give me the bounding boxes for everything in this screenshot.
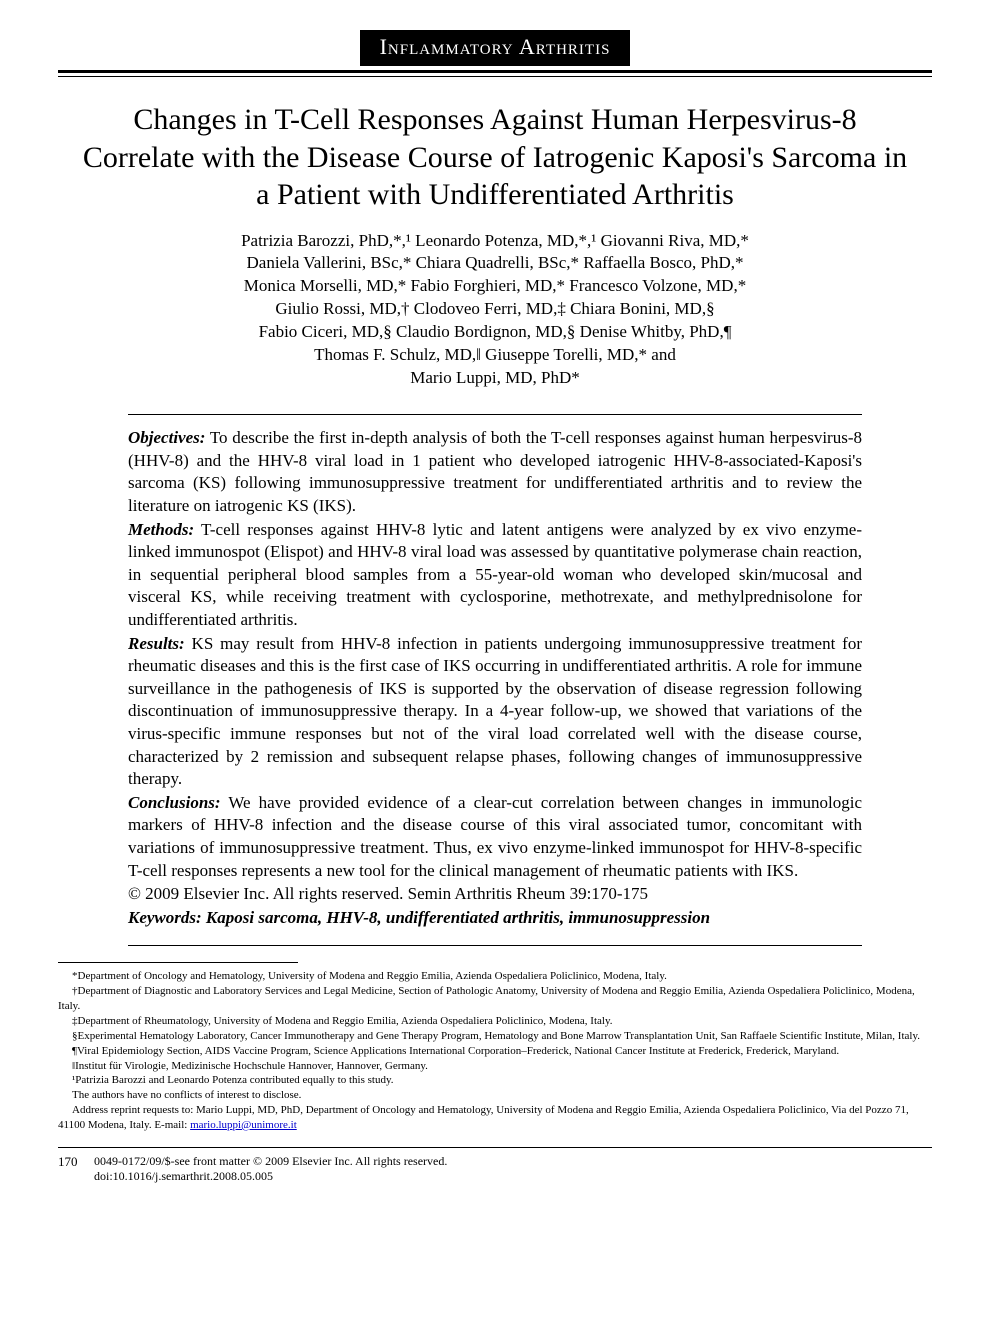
journal-page: Inflammatory Arthritis Changes in T-Cell… [0,0,990,1205]
affiliation-line: ¶Viral Epidemiology Section, AIDS Vaccin… [58,1044,932,1059]
objectives-text: To describe the first in-depth analysis … [128,428,862,515]
author-line: Daniela Vallerini, BSc,* Chiara Quadrell… [247,253,744,272]
methods-label: Methods: [128,520,194,539]
section-header-wrap: Inflammatory Arthritis [58,30,932,66]
keywords-text: Kaposi sarcoma, HHV-8, undifferentiated … [202,908,710,927]
double-rule [58,70,932,77]
section-header: Inflammatory Arthritis [360,30,631,66]
conclusions-text: We have provided evidence of a clear-cut… [128,793,862,880]
abstract-results: Results: KS may result from HHV-8 infect… [128,633,862,791]
footer-bar: 170 0049-0172/09/$-see front matter © 20… [58,1147,932,1185]
results-label: Results: [128,634,185,653]
affiliation-rule [58,962,298,963]
conclusions-label: Conclusions: [128,793,221,812]
affiliation-line: ‖Institut für Virologie, Medizinische Ho… [58,1059,932,1074]
methods-text: T-cell responses against HHV-8 lytic and… [128,520,862,629]
reprint-line: Address reprint requests to: Mario Luppi… [58,1103,932,1133]
author-line: Monica Morselli, MD,* Fabio Forghieri, M… [244,276,746,295]
abstract-objectives: Objectives: To describe the first in-dep… [128,427,862,517]
abstract-top-rule [128,414,862,415]
abstract-bottom-rule [128,945,862,946]
footer-line-1: 0049-0172/09/$-see front matter © 2009 E… [94,1154,447,1168]
author-line: Giulio Rossi, MD,† Clodoveo Ferri, MD,‡ … [275,299,714,318]
author-line: Mario Luppi, MD, PhD* [410,368,580,387]
affiliation-line: ‡Department of Rheumatology, University … [58,1014,932,1029]
page-number: 170 [58,1154,94,1170]
article-title: Changes in T-Cell Responses Against Huma… [78,101,912,214]
footer-line-2: doi:10.1016/j.semarthrit.2008.05.005 [94,1169,273,1183]
abstract-block: Objectives: To describe the first in-dep… [128,414,862,946]
results-text: KS may result from HHV-8 infection in pa… [128,634,862,789]
keywords-label: Keywords: [128,908,202,927]
affiliation-line: ¹Patrizia Barozzi and Leonardo Potenza c… [58,1073,932,1088]
affiliation-line: §Experimental Hematology Laboratory, Can… [58,1029,932,1044]
affiliation-line: *Department of Oncology and Hematology, … [58,969,932,984]
abstract-methods: Methods: T-cell responses against HHV-8 … [128,519,862,632]
abstract-keywords: Keywords: Kaposi sarcoma, HHV-8, undiffe… [128,907,862,930]
footer-text: 0049-0172/09/$-see front matter © 2009 E… [94,1154,447,1185]
abstract-conclusions: Conclusions: We have provided evidence o… [128,792,862,882]
author-line: Thomas F. Schulz, MD,‖ Giuseppe Torelli,… [314,345,676,364]
affiliation-line: †Department of Diagnostic and Laboratory… [58,984,932,1014]
author-line: Fabio Ciceri, MD,§ Claudio Bordignon, MD… [259,322,732,341]
reprint-prefix: Address reprint requests to: Mario Luppi… [58,1104,909,1131]
author-line: Patrizia Barozzi, PhD,*,¹ Leonardo Poten… [241,231,749,250]
affiliation-line: The authors have no conflicts of interes… [58,1088,932,1103]
affiliations-block: *Department of Oncology and Hematology, … [58,969,932,1132]
abstract-copyright: © 2009 Elsevier Inc. All rights reserved… [128,883,862,906]
authors-block: Patrizia Barozzi, PhD,*,¹ Leonardo Poten… [168,230,822,391]
email-link[interactable]: mario.luppi@unimore.it [190,1119,297,1131]
objectives-label: Objectives: [128,428,205,447]
